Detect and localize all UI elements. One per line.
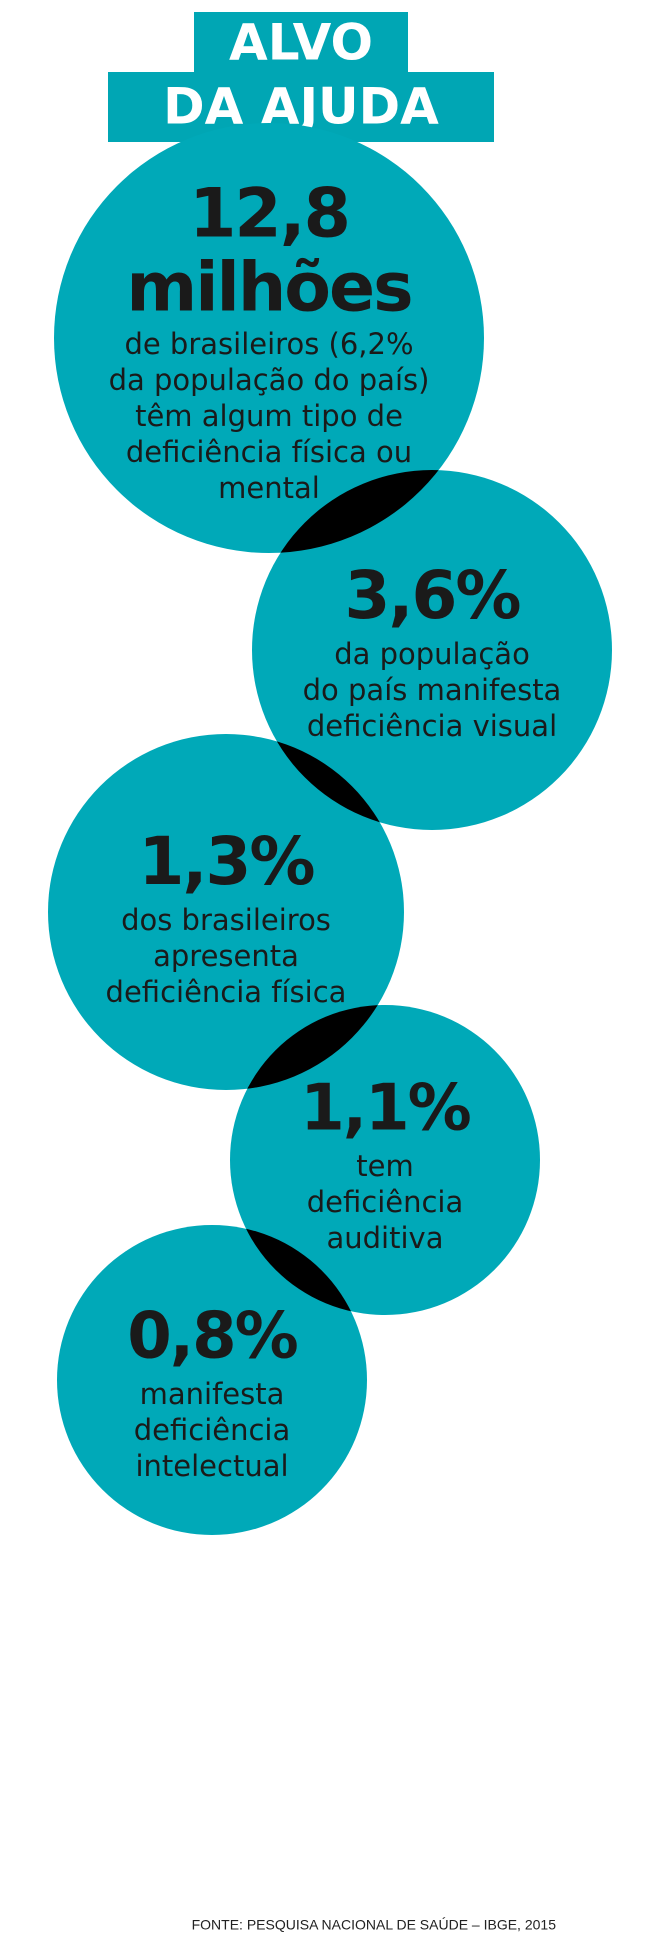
source: FONTE: PESQUISA NACIONAL DE SAÚDE – IBGE…	[192, 1917, 557, 1933]
circle	[48, 734, 404, 1090]
description: do país manifesta	[303, 673, 562, 707]
description: deficiência	[307, 1185, 464, 1219]
headline: 12,8	[189, 175, 349, 254]
circle	[54, 123, 484, 553]
headline: 1,1%	[300, 1072, 470, 1146]
headline: milhões	[126, 249, 411, 328]
description: dos brasileiros	[121, 903, 331, 937]
circle	[230, 1005, 540, 1315]
description: deficiência física ou	[126, 435, 412, 469]
description: de brasileiros (6,2%	[124, 327, 413, 361]
headline: 3,6%	[344, 557, 520, 634]
description: apresenta	[153, 939, 299, 973]
headline: 0,8%	[127, 1300, 297, 1374]
description: intelectual	[135, 1449, 288, 1483]
description: auditiva	[327, 1221, 444, 1255]
description: mental	[218, 471, 320, 505]
description: manifesta	[140, 1377, 285, 1411]
circle	[57, 1225, 367, 1535]
description: deficiência visual	[307, 709, 557, 743]
title-box	[194, 12, 408, 74]
description: tem	[356, 1149, 413, 1183]
circle	[252, 470, 612, 830]
description: deficiência	[134, 1413, 291, 1447]
description: deficiência física	[106, 975, 347, 1009]
description: têm algum tipo de	[135, 399, 403, 433]
headline: 1,3%	[138, 823, 314, 900]
title-line: ALVO	[229, 14, 373, 72]
description: da população do país)	[109, 363, 430, 397]
description: da população	[334, 637, 530, 671]
